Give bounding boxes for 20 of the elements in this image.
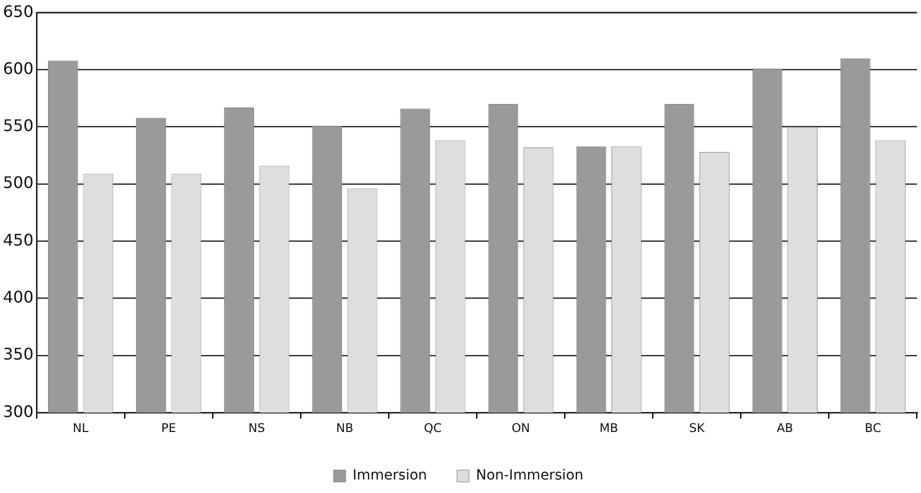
y-tick-label: 500 (2, 173, 34, 192)
y-tick-label: 550 (2, 116, 34, 136)
y-tick-label: 300 (2, 402, 34, 421)
x-tick-label: PE (161, 420, 176, 435)
x-tick-label: NS (248, 420, 265, 435)
x-tick-label: QC (424, 420, 442, 435)
y-tick-label: 350 (2, 344, 34, 364)
x-tick-label: BC (864, 420, 882, 435)
y-tick-label: 400 (2, 287, 34, 306)
y-tick-label: 650 (2, 2, 34, 21)
x-tick-label: AB (776, 420, 794, 435)
legend-label: Immersion (352, 468, 428, 484)
x-tick-label: ON (512, 420, 530, 435)
x-tick-label: NB (336, 420, 354, 435)
y-tick-label: 600 (2, 58, 34, 78)
x-tick-label: SK (689, 420, 706, 435)
x-tick-label: NL (72, 420, 89, 435)
y-tick-label: 450 (2, 230, 34, 250)
x-tick-label: MB (600, 420, 618, 435)
legend-label: Non-Immersion (476, 468, 584, 484)
